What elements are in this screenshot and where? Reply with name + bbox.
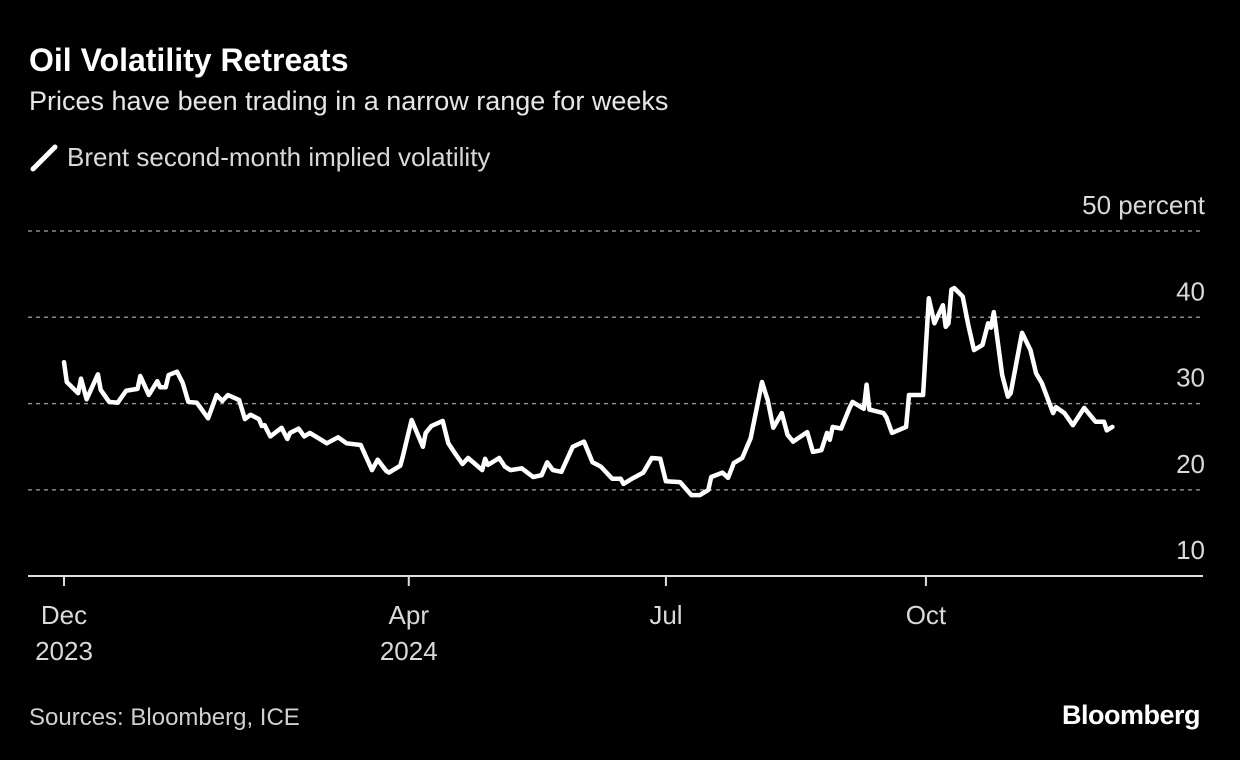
legend-label: Brent second-month implied volatility	[67, 142, 491, 172]
x-tick-label: Jul	[649, 600, 682, 630]
y-tick-label: 10	[1176, 535, 1205, 565]
y-tick-label: 20	[1176, 449, 1205, 479]
y-tick-label: 50 percent	[1082, 190, 1206, 220]
x-tick-label: Oct	[906, 600, 947, 630]
chart-title: Oil Volatility Retreats	[29, 42, 349, 78]
source-note: Sources: Bloomberg, ICE	[29, 704, 300, 731]
chart-subtitle: Prices have been trading in a narrow ran…	[29, 86, 669, 116]
legend: Brent second-month implied volatility	[29, 142, 490, 173]
bloomberg-logo: Bloomberg	[1061, 700, 1201, 730]
legend-line-swatch-icon	[30, 144, 58, 171]
x-tick-label: Dec	[41, 600, 87, 630]
y-tick-label: 40	[1176, 276, 1205, 306]
x-tick-year-label: 2024	[380, 636, 438, 666]
x-tick-label: Apr	[389, 600, 430, 630]
y-tick-label: 30	[1176, 363, 1205, 393]
x-tick-year-label: 2023	[35, 636, 93, 666]
series-line-brent-implied-volatility	[61, 285, 1115, 498]
